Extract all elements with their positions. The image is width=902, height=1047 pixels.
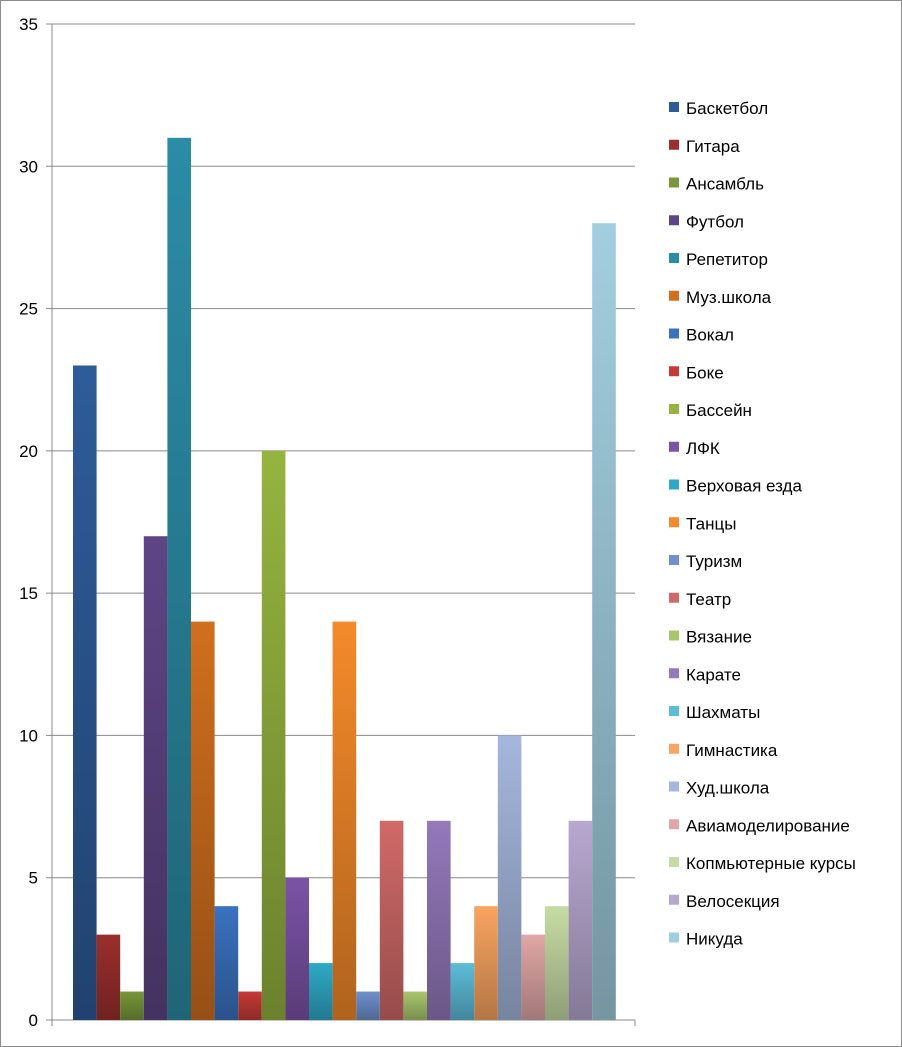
bar-3 bbox=[143, 536, 168, 1020]
legend-label: Вокал bbox=[686, 326, 734, 345]
bar-15 bbox=[427, 820, 451, 1020]
legend-label: Велосекция bbox=[686, 892, 780, 911]
legend-swatch bbox=[669, 668, 679, 679]
legend-label: Туризм bbox=[686, 552, 742, 571]
y-tick-label: 25 bbox=[19, 300, 38, 319]
legend-swatch bbox=[669, 743, 679, 754]
legend: Баскетбол Гитара Ансамбль Футбол Репетитор Му… bbox=[669, 99, 856, 949]
bar-19 bbox=[521, 934, 545, 1020]
bar-17 bbox=[474, 906, 498, 1020]
legend-swatch bbox=[669, 819, 679, 830]
bar-11 bbox=[332, 621, 357, 1020]
bar-12 bbox=[356, 991, 380, 1020]
legend-swatch bbox=[669, 215, 679, 226]
y-tick-label: 30 bbox=[19, 157, 38, 176]
bar-20 bbox=[545, 906, 569, 1020]
legend-label: Боке bbox=[686, 363, 724, 382]
legend-swatch bbox=[669, 706, 679, 716]
legend-label: Карате bbox=[686, 665, 741, 684]
bar-16 bbox=[450, 963, 475, 1020]
y-tick-labels: 0 5 10 15 20 25 30 35 bbox=[19, 15, 38, 1030]
legend-swatch bbox=[669, 102, 679, 112]
bar-18 bbox=[497, 735, 522, 1020]
legend-swatch bbox=[669, 517, 679, 528]
legend-swatch bbox=[669, 290, 679, 301]
legend-swatch bbox=[669, 894, 679, 905]
bar-2 bbox=[120, 991, 144, 1020]
y-tick-label: 35 bbox=[19, 15, 38, 34]
bar-5 bbox=[191, 621, 215, 1020]
legend-label: Копмьютерные курсы bbox=[686, 854, 856, 873]
legend-swatch bbox=[669, 781, 679, 792]
legend-swatch bbox=[669, 253, 679, 263]
legend-label: Верховая езда bbox=[686, 477, 802, 496]
legend-swatch bbox=[669, 139, 679, 150]
bar-7 bbox=[238, 991, 262, 1020]
bar-13 bbox=[379, 820, 404, 1020]
legend-swatch bbox=[669, 177, 679, 188]
bar-6 bbox=[214, 906, 239, 1020]
legend-label: Гитара bbox=[686, 137, 740, 156]
legend-label: Муз.школа bbox=[686, 288, 772, 307]
bars bbox=[73, 137, 616, 1021]
legend-swatch bbox=[669, 328, 679, 339]
bar-8 bbox=[261, 450, 286, 1020]
legend-label: ЛФК bbox=[686, 439, 720, 458]
legend-label: Танцы bbox=[686, 514, 736, 533]
legend-label: Шахматы bbox=[686, 703, 760, 722]
legend-label: Ансамбль bbox=[686, 175, 764, 194]
legend-label: Футбол bbox=[686, 212, 744, 231]
bar-4 bbox=[167, 137, 191, 1021]
legend-label: Авиамоделирование bbox=[686, 816, 850, 835]
legend-label: Баскетбол bbox=[686, 99, 768, 118]
legend-swatch bbox=[669, 630, 679, 641]
y-tick-label: 5 bbox=[29, 869, 38, 888]
bar-21 bbox=[568, 820, 593, 1020]
bar-10 bbox=[309, 963, 333, 1020]
legend-swatch bbox=[669, 404, 679, 414]
legend-swatch bbox=[669, 857, 679, 867]
y-tick-label: 10 bbox=[19, 726, 38, 745]
legend-label: Репетитор bbox=[686, 250, 768, 269]
bar-0 bbox=[73, 365, 97, 1020]
bar-22 bbox=[592, 223, 616, 1020]
legend-swatch bbox=[669, 555, 679, 565]
bar-9 bbox=[285, 877, 309, 1020]
legend-label: Никуда bbox=[686, 930, 743, 949]
legend-label: Вязание bbox=[686, 628, 752, 647]
legend-label: Худ.школа bbox=[686, 779, 770, 798]
legend-swatch bbox=[669, 479, 679, 490]
y-tick-label: 15 bbox=[19, 584, 38, 603]
legend-label: Театр bbox=[686, 590, 731, 609]
bar-14 bbox=[403, 991, 427, 1020]
y-tick-label: 0 bbox=[29, 1011, 38, 1030]
y-tick-label: 20 bbox=[19, 442, 38, 461]
legend-swatch bbox=[669, 592, 679, 603]
bar-1 bbox=[96, 934, 121, 1020]
legend-label: Гимнастика bbox=[686, 741, 778, 760]
legend-swatch bbox=[669, 366, 679, 377]
legend-swatch bbox=[669, 932, 679, 943]
legend-swatch bbox=[669, 441, 679, 452]
legend-label: Бассейн bbox=[686, 401, 752, 420]
